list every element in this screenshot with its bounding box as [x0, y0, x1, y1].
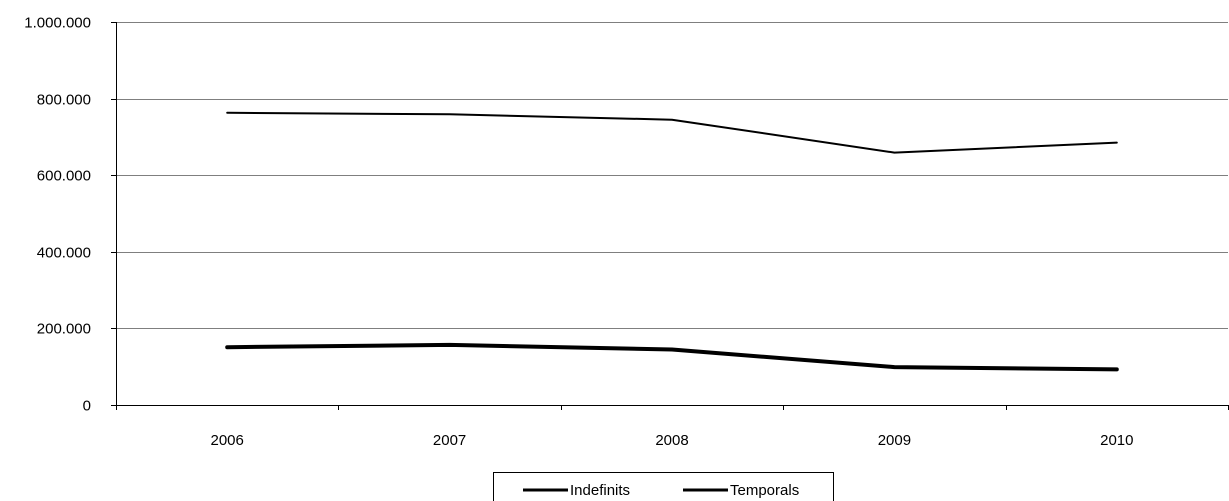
y-tick-label: 600.000 — [37, 168, 91, 185]
series-line-indefinits — [225, 342, 1119, 372]
series-line-temporals — [226, 111, 1118, 154]
gridlines — [116, 22, 1228, 329]
y-axis-ticks: 0 200.000 400.000 600.000 800.000 1.000.000 — [24, 15, 116, 415]
axes — [116, 22, 1228, 406]
x-tick-label: 2007 — [433, 432, 466, 449]
legend-label: Temporals — [730, 482, 799, 499]
y-tick-label: 0 — [83, 398, 91, 415]
x-tick-label: 2006 — [211, 432, 244, 449]
x-tick-label: 2008 — [655, 432, 688, 449]
legend-box — [493, 472, 834, 501]
y-tick-label: 200.000 — [37, 321, 91, 338]
x-axis-ticks: 2006 2007 2008 2009 2010 — [116, 405, 1229, 449]
series-lines — [225, 111, 1119, 372]
y-tick-label: 800.000 — [37, 92, 91, 109]
x-tick-label: 2009 — [878, 432, 911, 449]
y-tick-label: 400.000 — [37, 245, 91, 262]
x-tick-label: 2010 — [1100, 432, 1133, 449]
y-tick-label: 1.000.000 — [24, 15, 91, 32]
legend: Indefinits Temporals — [493, 472, 834, 501]
legend-label: Indefinits — [570, 482, 630, 499]
